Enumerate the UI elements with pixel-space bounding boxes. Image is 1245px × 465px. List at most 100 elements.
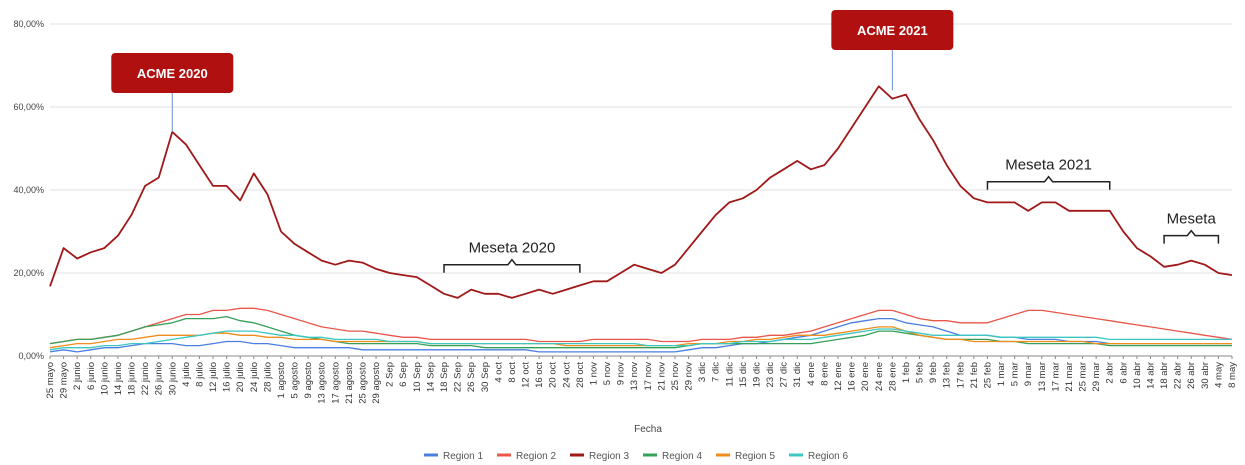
x-tick-label: 8 ene: [819, 362, 830, 386]
bracket-label: Meseta 2020: [469, 240, 556, 257]
x-tick-label: 28 julio: [262, 362, 273, 392]
legend-label: Region 6: [808, 451, 848, 462]
x-tick-label: 16 julio: [222, 362, 233, 392]
bracket: [986, 175, 1111, 190]
x-tick-label: 2 Sep: [385, 362, 396, 387]
x-tick-label: 30 Sep: [480, 362, 491, 392]
x-tick-label: 8 may: [1227, 362, 1238, 388]
x-tick-label: 21 agosto: [344, 362, 355, 404]
x-tick-label: 25 mar: [1078, 362, 1089, 392]
x-tick-label: 11 dic: [724, 362, 735, 387]
x-tick-label: 16 ene: [847, 362, 858, 391]
x-tick-label: 9 nov: [616, 362, 627, 385]
x-tick-label: 23 dic: [765, 362, 776, 388]
x-tick-label: 24 julio: [249, 362, 260, 392]
x-tick-label: 25 feb: [982, 362, 993, 388]
legend-label: Region 3: [589, 451, 629, 462]
x-tick-label: 5 mar: [1010, 362, 1021, 386]
x-tick-label: 3 dic: [697, 362, 708, 382]
callout-label: ACME 2020: [137, 66, 208, 81]
x-tick-label: 2 abr: [1105, 362, 1116, 384]
callout-box: [111, 53, 234, 93]
x-tick-label: 4 may: [1213, 362, 1224, 388]
callout-label: ACME 2021: [857, 23, 928, 38]
x-tick-label: 24 ene: [874, 362, 885, 391]
y-tick-label: 20,00%: [13, 268, 44, 278]
x-tick-label: 10 Sep: [412, 362, 423, 392]
x-tick-label: 21 nov: [656, 362, 667, 391]
x-tick-label: 9 feb: [928, 362, 939, 383]
y-tick-label: 40,00%: [13, 185, 44, 195]
x-tick-label: 29 nov: [684, 362, 695, 391]
x-tick-label: 1 feb: [901, 362, 912, 383]
bracket: [1163, 229, 1220, 244]
x-tick-label: 15 dic: [738, 362, 749, 388]
x-tick-label: 8 oct: [507, 362, 518, 383]
x-tick-label: 6 junio: [86, 362, 97, 390]
x-tick-label: 14 Sep: [425, 362, 436, 392]
x-tick-label: 13 agosto: [317, 362, 328, 404]
x-tick-label: 30 junio: [167, 362, 178, 395]
x-tick-label: 10 junio: [99, 362, 110, 395]
x-tick-label: 25 agosto: [357, 362, 368, 404]
x-tick-label: 20 julio: [235, 362, 246, 392]
x-tick-label: 17 agosto: [330, 362, 341, 404]
x-tick-label: 4 julio: [181, 362, 192, 387]
x-tick-label: 24 oct: [561, 362, 572, 388]
x-tick-label: 22 abr: [1173, 362, 1184, 389]
bracket-label: Meseta 2021: [1005, 157, 1092, 174]
x-tick-label: 22 Sep: [453, 362, 464, 392]
legend-label: Region 5: [735, 451, 775, 462]
y-tick-label: 0,00%: [18, 351, 44, 361]
x-axis-ticks: 25 mayo 29 mayo 2 junio 6 junio 10 junio 14 j…: [45, 356, 1238, 404]
series-line: [49, 85, 1233, 299]
bracket-label: Meseta: [1167, 211, 1217, 228]
x-tick-label: 14 abr: [1145, 362, 1156, 389]
x-tick-label: 31 dic: [792, 362, 803, 388]
x-tick-label: 13 feb: [942, 362, 953, 388]
x-tick-label: 20 ene: [860, 362, 871, 391]
x-tick-label: 26 Sep: [466, 362, 477, 392]
x-tick-label: 17 feb: [955, 362, 966, 388]
x-tick-label: 28 ene: [887, 362, 898, 391]
callout-box: [831, 10, 954, 50]
x-tick-label: 14 junio: [113, 362, 124, 395]
series-line: [49, 317, 1232, 353]
x-tick-label: 18 junio: [127, 362, 138, 395]
grid-lines: [50, 23, 1232, 357]
x-tick-label: 28 oct: [575, 362, 586, 388]
x-tick-label: 5 feb: [915, 362, 926, 383]
x-tick-label: 30 abr: [1200, 362, 1211, 389]
x-tick-label: 20 oct: [548, 362, 559, 388]
x-tick-label: 10 abr: [1132, 362, 1143, 389]
series-line: [49, 326, 1232, 349]
y-axis-ticks: 0,00% 20,00% 40,00% 60,00% 80,00%: [13, 19, 44, 361]
legend: Region 1 Region 2 Region 3 Region 4 Region 5…: [424, 451, 848, 462]
x-tick-label: 26 abr: [1186, 362, 1197, 389]
x-tick-label: 12 oct: [521, 362, 532, 388]
legend-label: Region 1: [443, 451, 483, 462]
x-tick-label: 22 junio: [140, 362, 151, 395]
x-tick-label: 21 feb: [969, 362, 980, 388]
y-tick-label: 60,00%: [13, 102, 44, 112]
y-tick-label: 80,00%: [13, 19, 44, 29]
x-tick-label: 1 agosto: [276, 362, 287, 398]
x-tick-label: 17 mar: [1050, 362, 1061, 392]
x-tick-label: 25 mayo: [45, 362, 56, 398]
x-tick-label: 17 nov: [643, 362, 654, 391]
series-line: [49, 307, 1233, 345]
series-line: [49, 315, 1232, 349]
x-tick-label: 12 ene: [833, 362, 844, 391]
x-tick-label: 21 mar: [1064, 362, 1075, 392]
x-tick-label: 27 dic: [779, 362, 790, 388]
x-tick-label: 1 nov: [588, 362, 599, 385]
x-tick-label: 19 dic: [751, 362, 762, 388]
x-tick-label: 29 agosto: [371, 362, 382, 404]
x-tick-label: 29 mayo: [59, 362, 70, 398]
x-tick-label: 25 nov: [670, 362, 681, 391]
x-tick-label: 1 mar: [996, 362, 1007, 386]
x-axis-title: Fecha: [634, 424, 662, 435]
x-tick-label: 6 Sep: [398, 362, 409, 387]
x-tick-label: 18 Sep: [439, 362, 450, 392]
